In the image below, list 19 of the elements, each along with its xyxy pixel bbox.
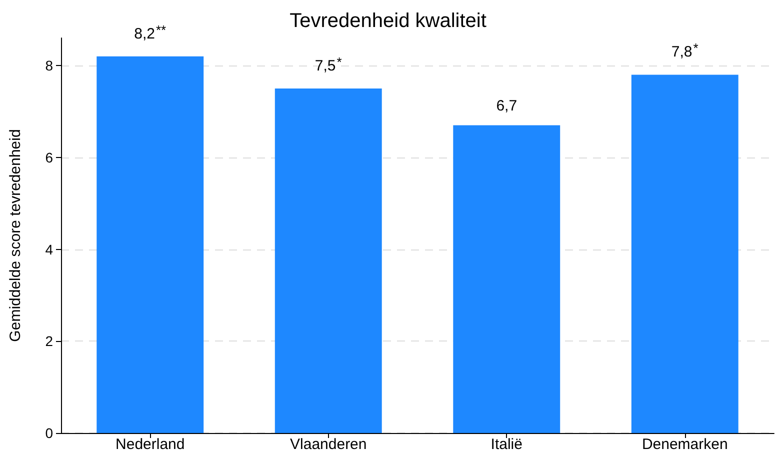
y-tick-label: 0 <box>45 425 54 441</box>
bar <box>453 125 560 433</box>
bar <box>631 74 738 433</box>
x-tick-label: Italië <box>490 436 522 453</box>
bar <box>274 88 382 433</box>
y-tick-label: 2 <box>45 333 54 350</box>
y-tick-label: 6 <box>45 149 54 166</box>
bar <box>96 56 204 433</box>
data-label: 6,7 <box>496 97 518 114</box>
chart-title: Tevredenheid kwaliteit <box>290 10 487 32</box>
data-label: 7,8* <box>671 40 698 61</box>
data-label: 7,5* <box>314 54 342 75</box>
x-tick-label: Vlaanderen <box>290 436 367 453</box>
data-label: 8,2** <box>134 22 166 42</box>
x-tick-label: Nederland <box>116 436 185 453</box>
y-tick-label: 4 <box>45 241 54 258</box>
y-tick-label: 8 <box>45 58 54 74</box>
x-tick-label: Denemarken <box>642 436 728 453</box>
y-axis-title: Gemiddelde score tevredenheid <box>7 129 24 342</box>
